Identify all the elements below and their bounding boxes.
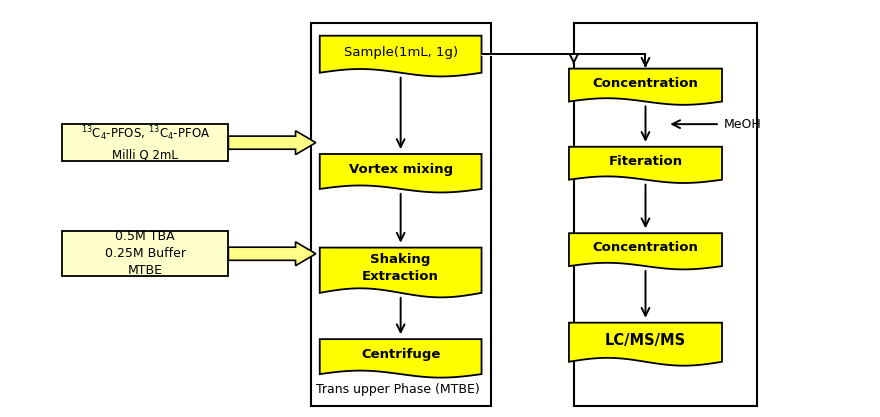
Text: MeOH: MeOH — [724, 118, 762, 131]
Polygon shape — [569, 69, 722, 105]
Polygon shape — [229, 242, 316, 266]
Polygon shape — [319, 36, 481, 76]
Polygon shape — [319, 339, 481, 378]
Polygon shape — [569, 147, 722, 183]
Polygon shape — [229, 131, 316, 155]
Text: 0.5M TBA
0.25M Buffer
MTBE: 0.5M TBA 0.25M Buffer MTBE — [105, 230, 186, 277]
Text: Fiteration: Fiteration — [608, 155, 683, 168]
Bar — [62, 124, 229, 161]
Polygon shape — [569, 233, 722, 269]
Text: Concentration: Concentration — [592, 241, 699, 254]
Polygon shape — [569, 323, 722, 366]
Text: Concentration: Concentration — [592, 77, 699, 90]
Bar — [312, 23, 491, 406]
Text: Vortex mixing: Vortex mixing — [348, 163, 452, 176]
Text: Trans upper Phase (MTBE): Trans upper Phase (MTBE) — [316, 383, 480, 396]
Polygon shape — [319, 154, 481, 193]
Bar — [62, 231, 229, 276]
Text: LC/MS/MS: LC/MS/MS — [605, 333, 686, 348]
Text: Shaking
Extraction: Shaking Extraction — [363, 253, 439, 283]
Bar — [574, 23, 758, 406]
Polygon shape — [319, 248, 481, 297]
Text: Sample(1mL, 1g): Sample(1mL, 1g) — [343, 45, 458, 59]
Text: $^{13}$C$_4$-PFOS, $^{13}$C$_4$-PFOA
Milli Q 2mL: $^{13}$C$_4$-PFOS, $^{13}$C$_4$-PFOA Mil… — [81, 124, 210, 161]
Text: Centrifuge: Centrifuge — [361, 348, 440, 361]
